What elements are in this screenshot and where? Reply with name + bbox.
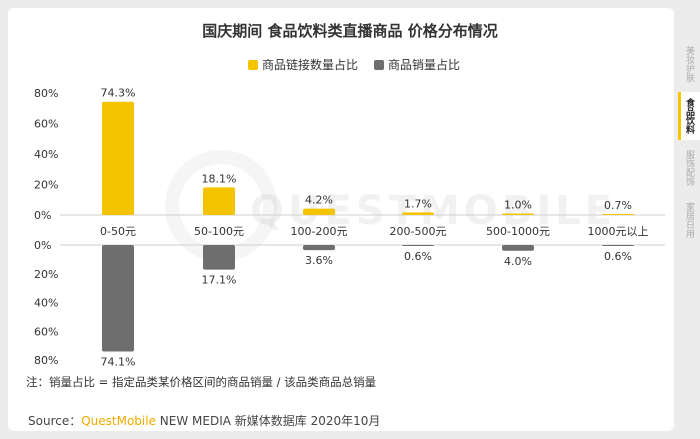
- legend-item-links: 商品链接数量占比: [248, 56, 358, 73]
- bar-links-5: [602, 213, 634, 215]
- data-label-links-0: 74.3%: [101, 87, 136, 100]
- data-label-links-1: 18.1%: [202, 172, 237, 185]
- source-prefix: Source：: [28, 414, 82, 428]
- category-label-2: 100-200元: [291, 225, 348, 238]
- bar-links-4: [502, 213, 534, 215]
- bar-sales-1: [203, 245, 235, 270]
- category-side-tabs: 美妆护肤 食品饮料 服饰配饰 家居日用: [678, 40, 700, 240]
- data-label-sales-1: 17.1%: [202, 274, 237, 287]
- legend-label-sales: 商品销量占比: [388, 58, 461, 72]
- data-label-sales-2: 3.6%: [305, 254, 333, 267]
- bar-sales-2: [303, 245, 335, 251]
- legend-swatch-links: [248, 59, 258, 70]
- bar-links-1: [203, 187, 235, 215]
- source-line: Source：QuestMobile NEW MEDIA 新媒体数据库 2020…: [28, 412, 380, 429]
- bar-links-2: [303, 208, 335, 215]
- upper-tick-label: 20%: [34, 179, 58, 192]
- category-label-0: 0-50元: [100, 225, 136, 238]
- bar-sales-4: [502, 245, 534, 251]
- chart-card: [8, 8, 674, 431]
- side-tab-beauty[interactable]: 美妆护肤: [684, 46, 694, 82]
- lower-tick-label: 20%: [34, 268, 58, 281]
- bar-links-3: [402, 212, 434, 215]
- side-tab-apparel[interactable]: 服饰配饰: [684, 150, 694, 186]
- source-brand: QuestMobile: [81, 414, 156, 428]
- lower-tick-label: 80%: [34, 354, 58, 367]
- bar-sales-3: [402, 245, 434, 246]
- category-label-4: 500-1000元: [486, 225, 550, 238]
- legend-label-links: 商品链接数量占比: [262, 58, 359, 72]
- data-label-links-5: 0.7%: [604, 199, 632, 212]
- side-tab-home[interactable]: 家居日用: [684, 202, 694, 238]
- bar-sales-0: [102, 245, 134, 352]
- data-label-links-4: 1.0%: [504, 198, 532, 211]
- lower-tick-label: 0%: [34, 239, 51, 252]
- data-label-links-2: 4.2%: [305, 194, 333, 207]
- upper-tick-label: 80%: [34, 87, 58, 100]
- category-label-1: 50-100元: [194, 225, 244, 238]
- side-tab-food[interactable]: 食品饮料: [678, 92, 700, 140]
- category-label-5: 1000元以上: [588, 225, 649, 238]
- data-label-sales-3: 0.6%: [404, 250, 432, 263]
- data-label-sales-4: 4.0%: [504, 255, 532, 268]
- upper-tick-label: 60%: [34, 118, 58, 131]
- data-label-links-3: 1.7%: [404, 197, 432, 210]
- lower-tick-label: 60%: [34, 325, 58, 338]
- chart-title: 国庆期间 食品饮料类直播商品 价格分布情况: [202, 22, 498, 40]
- lower-tick-label: 40%: [34, 297, 58, 310]
- footnote: 注：销量占比 = 指定品类某价格区间的商品销量 / 该品类商品总销量: [26, 375, 377, 389]
- bar-links-0: [102, 101, 134, 215]
- data-label-sales-0: 74.1%: [101, 356, 136, 369]
- upper-tick-label: 40%: [34, 148, 58, 161]
- chart-legend: 商品链接数量占比 商品销量占比: [248, 56, 460, 73]
- legend-swatch-sales: [374, 59, 385, 70]
- data-label-sales-5: 0.6%: [604, 250, 632, 263]
- legend-item-sales: 商品销量占比: [374, 56, 460, 73]
- source-rest: NEW MEDIA 新媒体数据库 2020年10月: [155, 414, 381, 428]
- upper-tick-label: 0%: [34, 209, 51, 222]
- bar-sales-5: [602, 245, 634, 246]
- category-label-3: 200-500元: [390, 225, 447, 238]
